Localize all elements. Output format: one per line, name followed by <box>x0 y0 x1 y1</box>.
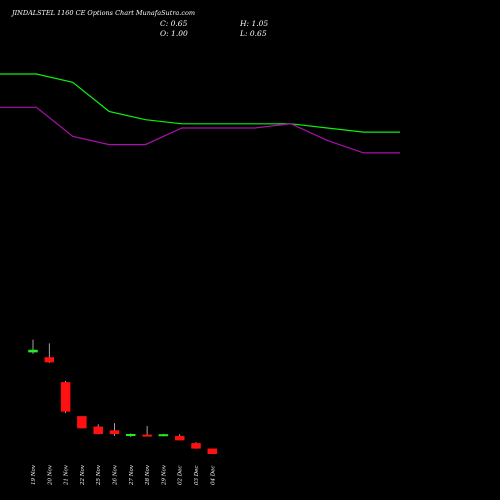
candle <box>207 448 218 455</box>
candle <box>44 343 55 363</box>
chart-title: JINDALSTEL 1160 CE Options Chart MunafaS… <box>10 9 195 17</box>
candle <box>142 425 152 437</box>
low-readout: L: 0.65 <box>239 29 267 38</box>
candle-body <box>109 430 120 435</box>
indicator-lines <box>0 73 400 154</box>
date-axis: 19 Nov 20 Nov 21 Nov 22 Nov 25 Nov 26 Nov 27 N… <box>31 464 216 486</box>
candle-body <box>158 434 169 437</box>
date-tick-label: 03 Dec <box>194 466 200 486</box>
date-tick-label: 22 Nov <box>80 464 86 486</box>
candle <box>174 434 185 441</box>
candle-body <box>142 434 152 437</box>
candle <box>109 423 120 436</box>
candle-body <box>191 443 201 449</box>
open-readout: O: 1.00 <box>160 29 188 38</box>
candle-body <box>28 349 38 353</box>
date-tick-label: 19 Nov <box>31 464 37 485</box>
date-tick-label: 25 Nov <box>96 464 102 486</box>
date-tick-label: 26 Nov <box>113 464 119 486</box>
close-readout: C: 0.65 <box>160 19 188 28</box>
candle <box>60 380 71 414</box>
date-tick-label: 04 Dec <box>210 466 216 486</box>
date-tick-label: 02 Dec <box>178 466 184 486</box>
date-tick-label: 21 Nov <box>64 464 70 486</box>
candle-body <box>77 416 87 429</box>
candle-body <box>60 382 71 412</box>
candles <box>28 339 218 455</box>
candle <box>77 416 87 429</box>
candle-body <box>126 434 136 437</box>
candle <box>191 442 201 449</box>
date-tick-label: 28 Nov <box>145 464 151 486</box>
indicator-line-1 <box>0 73 400 133</box>
date-tick-label: 29 Nov <box>161 464 167 486</box>
high-readout: H: 1.05 <box>239 19 268 28</box>
candle <box>158 433 169 437</box>
candle <box>28 339 38 354</box>
candle-body <box>44 357 55 363</box>
candle-body <box>174 435 185 441</box>
candle-body <box>207 448 218 455</box>
candle-body <box>93 426 103 435</box>
indicator-line-2 <box>0 106 400 154</box>
candle <box>126 433 136 437</box>
candle <box>93 424 103 435</box>
date-tick-label: 27 Nov <box>129 464 135 486</box>
date-tick-label: 20 Nov <box>47 464 53 486</box>
